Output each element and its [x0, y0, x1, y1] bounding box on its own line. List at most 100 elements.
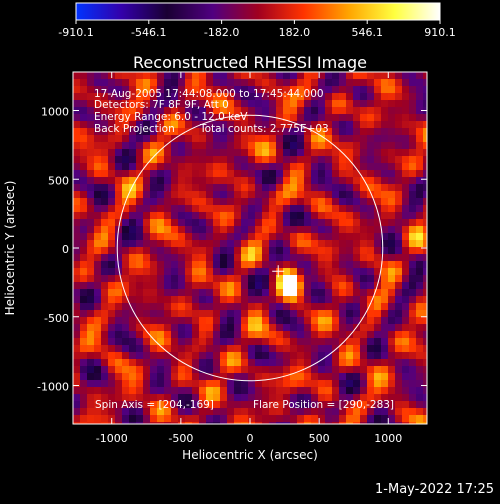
intensity-cell: [304, 205, 312, 213]
intensity-cell: [395, 394, 403, 402]
intensity-cell: [297, 191, 305, 199]
intensity-cell: [297, 100, 305, 108]
intensity-cell: [150, 135, 158, 143]
intensity-cell: [297, 261, 305, 269]
intensity-cell: [94, 184, 102, 192]
intensity-cell: [80, 72, 88, 80]
intensity-cell: [388, 282, 396, 290]
intensity-cell: [115, 282, 123, 290]
intensity-cell: [276, 121, 284, 129]
intensity-cell: [122, 317, 130, 325]
intensity-cell: [395, 219, 403, 227]
intensity-cell: [206, 352, 214, 360]
intensity-cell: [409, 359, 417, 367]
intensity-cell: [234, 331, 242, 339]
intensity-cell: [73, 331, 81, 339]
intensity-cell: [136, 114, 144, 122]
intensity-cell: [227, 394, 235, 402]
intensity-cell: [94, 394, 102, 402]
intensity-cell: [346, 366, 354, 374]
intensity-cell: [360, 380, 368, 388]
intensity-cell: [367, 275, 375, 283]
intensity-cell: [213, 338, 221, 346]
intensity-cell: [192, 359, 200, 367]
intensity-cell: [143, 254, 151, 262]
intensity-cell: [248, 149, 256, 157]
intensity-cell: [87, 296, 95, 304]
intensity-cell: [87, 226, 95, 234]
intensity-cell: [283, 212, 291, 220]
intensity-cell: [388, 198, 396, 206]
intensity-cell: [290, 142, 298, 150]
intensity-cell: [297, 422, 305, 424]
intensity-cell: [73, 212, 81, 220]
intensity-cell: [73, 401, 81, 409]
intensity-cell: [276, 261, 284, 269]
intensity-cell: [206, 100, 214, 108]
intensity-cell: [234, 205, 242, 213]
intensity-cell: [269, 86, 277, 94]
intensity-cell: [206, 324, 214, 332]
intensity-cell: [150, 93, 158, 101]
intensity-cell: [192, 79, 200, 87]
intensity-cell: [262, 149, 270, 157]
intensity-cell: [269, 156, 277, 164]
intensity-cell: [395, 135, 403, 143]
intensity-cell: [311, 359, 319, 367]
intensity-cell: [136, 359, 144, 367]
intensity-cell: [311, 310, 319, 318]
intensity-cell: [122, 359, 130, 367]
intensity-cell: [395, 317, 403, 325]
intensity-cell: [87, 149, 95, 157]
intensity-cell: [304, 142, 312, 150]
intensity-cell: [423, 86, 427, 94]
intensity-cell: [304, 247, 312, 255]
intensity-cell: [290, 352, 298, 360]
intensity-cell: [395, 338, 403, 346]
intensity-cell: [318, 380, 326, 388]
intensity-cell: [374, 142, 382, 150]
intensity-cell: [283, 156, 291, 164]
intensity-cell: [94, 121, 102, 129]
intensity-cell: [178, 289, 186, 297]
intensity-cell: [73, 156, 81, 164]
intensity-cell: [94, 177, 102, 185]
intensity-cell: [311, 373, 319, 381]
intensity-cell: [325, 114, 333, 122]
intensity-cell: [206, 79, 214, 87]
intensity-cell: [262, 338, 270, 346]
intensity-cell: [213, 226, 221, 234]
intensity-cell: [150, 114, 158, 122]
intensity-cell: [227, 373, 235, 381]
intensity-cell: [409, 128, 417, 136]
intensity-cell: [395, 170, 403, 178]
intensity-cell: [101, 107, 109, 115]
intensity-cell: [87, 331, 95, 339]
intensity-cell: [339, 380, 347, 388]
intensity-cell: [241, 331, 249, 339]
intensity-cell: [269, 422, 277, 424]
intensity-cell: [241, 338, 249, 346]
intensity-cell: [353, 303, 361, 311]
intensity-cell: [339, 275, 347, 283]
intensity-cell: [283, 282, 291, 290]
intensity-cell: [164, 310, 172, 318]
intensity-cell: [178, 240, 186, 248]
intensity-cell: [304, 261, 312, 269]
intensity-cell: [122, 135, 130, 143]
intensity-cell: [206, 219, 214, 227]
intensity-cell: [108, 184, 116, 192]
intensity-cell: [136, 135, 144, 143]
intensity-cell: [150, 79, 158, 87]
intensity-cell: [283, 373, 291, 381]
intensity-cell: [402, 275, 410, 283]
intensity-cell: [73, 170, 81, 178]
x-axis-title: Heliocentric X (arcsec): [182, 448, 318, 462]
intensity-cell: [150, 149, 158, 157]
intensity-cell: [73, 268, 81, 276]
intensity-cell: [304, 86, 312, 94]
intensity-cell: [402, 149, 410, 157]
intensity-cell: [248, 387, 256, 395]
intensity-cell: [192, 114, 200, 122]
intensity-cell: [227, 163, 235, 171]
